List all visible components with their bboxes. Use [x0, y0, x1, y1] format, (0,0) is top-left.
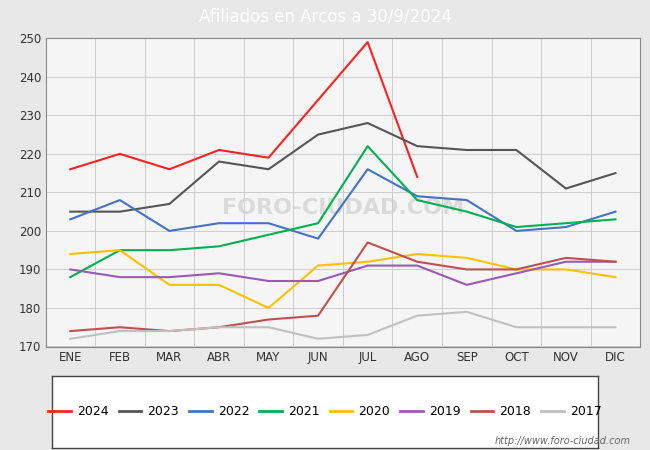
Text: Afiliados en Arcos a 30/9/2024: Afiliados en Arcos a 30/9/2024	[198, 8, 452, 26]
Text: http://www.foro-ciudad.com: http://www.foro-ciudad.com	[495, 436, 630, 446]
Text: FORO-CIUDAD.COM: FORO-CIUDAD.COM	[222, 198, 464, 218]
Legend: 2024, 2023, 2022, 2021, 2020, 2019, 2018, 2017: 2024, 2023, 2022, 2021, 2020, 2019, 2018…	[44, 400, 606, 423]
